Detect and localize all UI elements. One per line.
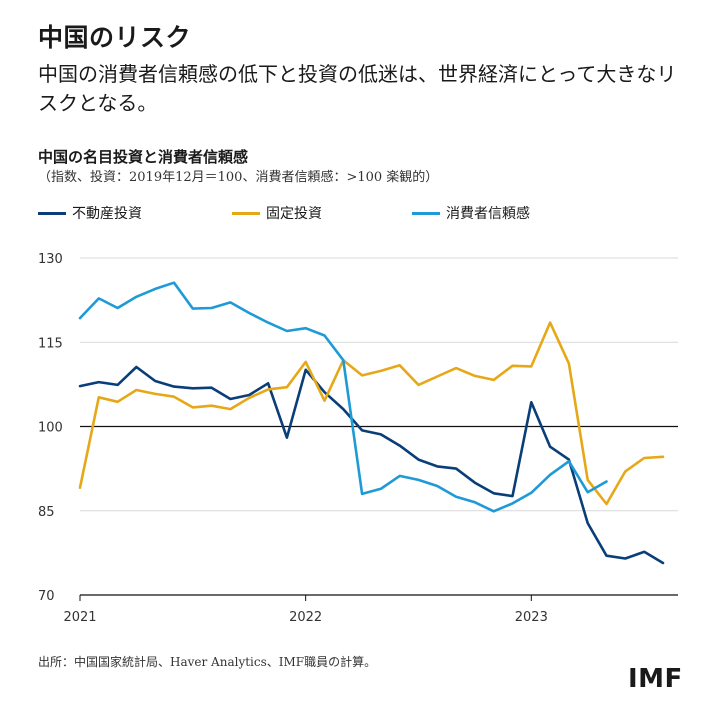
legend-label-fixed-investment: 固定投資 [266, 206, 322, 222]
legend-item-real-estate: 不動産投資 [38, 203, 142, 223]
legend-label-real-estate: 不動産投資 [72, 206, 142, 222]
imf-logo: IMF [628, 664, 683, 694]
legend-item-fixed-investment: 固定投資 [232, 203, 322, 223]
source-note: 出所：中国国家統計局、Haver Analytics、IMF職員の計算。 [38, 655, 377, 669]
series-line-real-estate-investment [78, 365, 665, 565]
chart-title: 中国の名目投資と消費者信頼感 [38, 148, 249, 166]
x-tick-label-2022: 2022 [289, 610, 322, 625]
legend-swatch-fixed-investment [232, 211, 260, 215]
legend-swatch-consumer-confidence [412, 211, 440, 215]
legend-label-consumer-confidence: 消費者信頼感 [446, 206, 530, 222]
x-tick-label-2021: 2021 [63, 610, 96, 625]
page-title: 中国のリスク [38, 23, 192, 52]
series-line-consumer-confidence [78, 281, 608, 513]
chart-subtitle: （指数、投資：2019年12月＝100、消費者信頼感：>100 楽観的） [38, 170, 439, 185]
y-tick-label-70: 70 [38, 589, 55, 604]
chart-legend: 不動産投資 固定投資 消費者信頼感 [0, 203, 720, 227]
y-tick-label-100: 100 [38, 421, 63, 436]
page-subtitle: 中国の消費者信頼感の低下と投資の低迷は、世界経済にとって大きなリスクとなる。 [38, 62, 677, 115]
y-tick-label-85: 85 [38, 505, 55, 520]
legend-swatch-real-estate [38, 211, 66, 215]
legend-item-consumer-confidence: 消費者信頼感 [412, 203, 530, 223]
x-tick-label-2023: 2023 [515, 610, 548, 625]
y-tick-label-130: 130 [38, 252, 63, 267]
series-line-fixed-investment [78, 321, 665, 506]
y-tick-label-115: 115 [38, 336, 63, 351]
